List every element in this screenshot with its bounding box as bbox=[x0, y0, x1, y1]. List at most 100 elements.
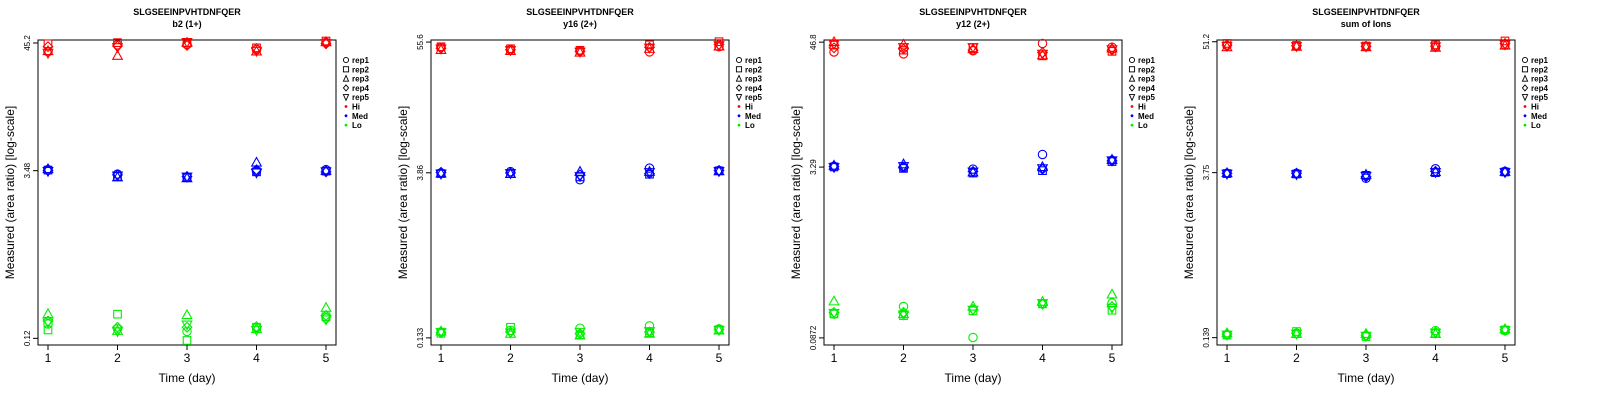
data-point-med-rep5 bbox=[181, 172, 193, 183]
data-point-hi-rep3 bbox=[828, 35, 840, 47]
data-point-hi-rep4 bbox=[111, 40, 124, 52]
x-tick-label: 4 bbox=[1432, 351, 1439, 365]
data-point-hi-rep5 bbox=[1106, 45, 1118, 56]
legend-dot-hi bbox=[344, 105, 348, 108]
data-point-lo-rep3 bbox=[1106, 288, 1118, 299]
data-point-med-rep5 bbox=[897, 162, 910, 173]
plot-frame bbox=[823, 39, 1123, 346]
x-tick-label: 4 bbox=[1039, 351, 1046, 365]
x-tick-label: 2 bbox=[507, 351, 514, 365]
y-tick-label: 0.12 bbox=[23, 330, 32, 346]
legend-dot-lo bbox=[737, 123, 741, 127]
data-point-lo-rep3 bbox=[1036, 295, 1049, 306]
legend-label: Hi bbox=[352, 103, 360, 112]
data-point-lo-rep5 bbox=[574, 327, 586, 339]
chart-panel-3: SLGSEEINPVHTDNFQER y12 (2+) 1 2 3 4 5 Time (day… bbox=[789, 7, 1155, 385]
data-point-hi-rep2 bbox=[43, 39, 53, 49]
data-point-med-rep3 bbox=[574, 165, 586, 176]
chart-subtitle: b2 (1+) bbox=[172, 19, 201, 29]
data-point-lo-rep1 bbox=[968, 332, 978, 343]
data-point-hi-rep5 bbox=[574, 47, 586, 59]
legend-label: Hi bbox=[1138, 103, 1146, 112]
legend-dot-med bbox=[737, 114, 741, 118]
chart-subtitle: y12 (2+) bbox=[956, 19, 990, 29]
y-axis-label: Measured (area ratio) [log-scale] bbox=[396, 106, 410, 279]
chart-subtitle: y16 (2+) bbox=[563, 19, 597, 29]
data-point-med-rep5 bbox=[574, 172, 586, 183]
data-point-hi-rep4 bbox=[713, 38, 725, 50]
data-point-med-rep5 bbox=[967, 167, 979, 178]
y-axis-label: Measured (area ratio) [log-scale] bbox=[3, 106, 17, 279]
data-point-hi-rep4 bbox=[42, 41, 54, 53]
legend-label: Lo bbox=[1138, 121, 1148, 130]
data-point-med-rep5 bbox=[1221, 169, 1233, 180]
y-tick-label: 55.6 bbox=[416, 34, 425, 50]
x-axis-label: Time (day) bbox=[945, 371, 1002, 385]
data-point-lo-rep3 bbox=[1499, 322, 1511, 334]
legend-label: rep4 bbox=[745, 84, 762, 93]
x-tick-label: 5 bbox=[1502, 351, 1509, 365]
data-point-lo-rep4 bbox=[111, 321, 124, 333]
chart-panel-4: SLGSEEINPVHTDNFQER sum of Ions 1 2 3 4 5 Time (… bbox=[1182, 7, 1548, 385]
x-axis-label: Time (day) bbox=[552, 371, 609, 385]
data-point-hi-rep4 bbox=[1036, 47, 1049, 59]
x-tick-label: 5 bbox=[716, 351, 723, 365]
legend-label: Med bbox=[1138, 112, 1154, 121]
legend-label: rep3 bbox=[1138, 75, 1155, 84]
data-point-hi-rep5 bbox=[1221, 41, 1233, 53]
data-point-lo-rep5 bbox=[828, 308, 840, 320]
legend-symbol-rep3 bbox=[342, 74, 350, 82]
data-point-med-rep3 bbox=[1290, 167, 1303, 178]
data-point-lo-rep3 bbox=[181, 308, 193, 320]
legend-label: rep5 bbox=[1531, 93, 1548, 102]
x-tick-label: 1 bbox=[45, 351, 52, 365]
legend-label: rep3 bbox=[745, 75, 762, 84]
data-point-lo-rep5 bbox=[181, 320, 193, 331]
data-point-med-rep4 bbox=[574, 169, 586, 181]
chart-subtitle: sum of Ions bbox=[1341, 19, 1392, 29]
data-point-hi-rep5 bbox=[504, 46, 517, 57]
legend-label: Lo bbox=[745, 121, 755, 130]
data-point-lo-rep1 bbox=[1107, 298, 1117, 308]
data-point-lo-rep5 bbox=[1036, 299, 1049, 310]
data-point-hi-rep5 bbox=[1360, 42, 1372, 53]
x-tick-label: 5 bbox=[323, 351, 330, 365]
data-point-lo-rep3 bbox=[42, 307, 54, 319]
data-point-hi-rep4 bbox=[1221, 39, 1233, 51]
legend-label: rep1 bbox=[352, 56, 369, 65]
data-point-med-rep5 bbox=[1499, 168, 1511, 179]
x-tick-label: 1 bbox=[438, 351, 445, 365]
data-point-lo-rep5 bbox=[320, 315, 332, 326]
data-point-lo-rep2 bbox=[1107, 305, 1117, 315]
data-point-lo-rep1 bbox=[182, 326, 192, 337]
y-tick-label: 0.0872 bbox=[809, 325, 818, 350]
data-point-med-rep1 bbox=[1037, 149, 1048, 160]
data-point-hi-rep5 bbox=[1429, 42, 1442, 53]
plot-frame bbox=[37, 39, 337, 346]
x-axis-label: Time (day) bbox=[159, 371, 216, 385]
data-point-lo-rep5 bbox=[897, 310, 910, 321]
legend-label: rep2 bbox=[745, 65, 762, 74]
legend-dot-med bbox=[1130, 114, 1134, 118]
legend-label: Lo bbox=[352, 121, 362, 130]
plot-frame bbox=[430, 39, 730, 346]
legend-dot-med bbox=[344, 114, 348, 118]
data-point-med-rep5 bbox=[435, 169, 447, 180]
data-point-med-rep5 bbox=[320, 167, 332, 178]
data-point-lo-rep2 bbox=[113, 309, 122, 319]
data-point-lo-rep5 bbox=[1360, 331, 1372, 342]
data-point-hi-rep1 bbox=[829, 47, 839, 57]
legend-symbol-rep1 bbox=[1128, 56, 1136, 64]
legend-label: rep3 bbox=[352, 75, 369, 84]
legend-symbol-rep3 bbox=[735, 74, 743, 82]
legend-symbol-rep5 bbox=[342, 94, 350, 102]
legend-dot-med bbox=[1523, 114, 1527, 118]
x-tick-label: 3 bbox=[577, 351, 584, 365]
legend-symbol-rep4 bbox=[342, 84, 350, 92]
legend-symbol-rep1 bbox=[735, 56, 743, 64]
data-point-lo-rep5 bbox=[1106, 303, 1118, 315]
data-point-med-rep5 bbox=[111, 171, 124, 182]
y-tick-label: 3.75 bbox=[1202, 164, 1211, 180]
